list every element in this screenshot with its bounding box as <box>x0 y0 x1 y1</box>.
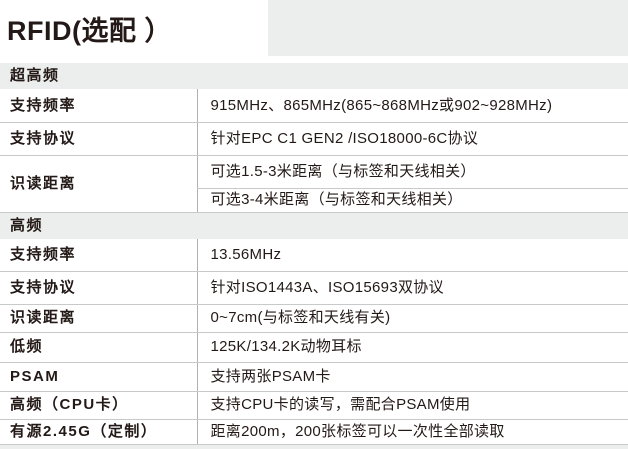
spec-label: 识读距离 <box>0 155 197 213</box>
table-row: 低频 125K/134.2K动物耳标 <box>0 332 628 363</box>
spec-value: 支持两张PSAM卡 <box>196 362 628 392</box>
spec-value: 针对ISO1443A、ISO15693双协议 <box>196 271 628 305</box>
spec-label: 高频（CPU卡） <box>0 391 197 420</box>
spec-value: 0~7cm(与标签和天线有关) <box>196 304 628 333</box>
header-divider <box>0 56 628 63</box>
spec-value: 13.56MHz <box>196 239 628 272</box>
spec-label: 支持协议 <box>0 271 197 305</box>
title-box: RFID(选配 ） <box>0 0 268 56</box>
rfid-spec-table: 超高频 支持频率 915MHz、865MHz(865~868MHz或902~92… <box>0 63 628 445</box>
table-row: 识读距离 可选1.5-3米距离（与标签和天线相关） <box>0 155 628 213</box>
spec-value: 915MHz、865MHz(865~868MHz或902~928MHz) <box>196 89 628 123</box>
section-header-uhf: 超高频 <box>0 63 628 89</box>
spec-value: 针对EPC C1 GEN2 /ISO18000-6C协议 <box>196 122 628 156</box>
bottom-strip <box>0 444 628 449</box>
spec-value: 距离200m，200张标签可以一次性全部读取 <box>196 419 628 445</box>
page-title: RFID(选配 ） <box>7 15 172 46</box>
section-header-row: 超高频 <box>0 63 628 89</box>
table-row: 识读距离 0~7cm(与标签和天线有关) <box>0 304 628 333</box>
spec-label: 识读距离 <box>0 304 197 333</box>
table-row: 支持协议 针对ISO1443A、ISO15693双协议 <box>0 271 628 305</box>
spec-value: 支持CPU卡的读写，需配合PSAM使用 <box>196 391 628 420</box>
page-header: RFID(选配 ） <box>0 0 628 56</box>
table-row: 支持频率 13.56MHz <box>0 239 628 272</box>
spec-value: 可选3-4米距离（与标签和天线相关） <box>196 188 628 213</box>
table-row: 支持频率 915MHz、865MHz(865~868MHz或902~928MHz… <box>0 89 628 123</box>
table-row: PSAM 支持两张PSAM卡 <box>0 362 628 392</box>
section-header-row: 高频 <box>0 212 628 239</box>
spec-value: 可选1.5-3米距离（与标签和天线相关） <box>196 155 628 189</box>
table-row: 有源2.45G（定制） 距离200m，200张标签可以一次性全部读取 <box>0 419 628 445</box>
spec-label: 有源2.45G（定制） <box>0 419 197 445</box>
table-row: 可选3-4米距离（与标签和天线相关） <box>0 188 628 213</box>
spec-value: 125K/134.2K动物耳标 <box>196 332 628 363</box>
spec-label: 支持频率 <box>0 89 197 123</box>
spec-label: 低频 <box>0 332 197 363</box>
table-row: 高频（CPU卡） 支持CPU卡的读写，需配合PSAM使用 <box>0 391 628 420</box>
spec-label: PSAM <box>0 362 197 392</box>
section-header-hf: 高频 <box>0 212 628 239</box>
spec-label: 支持频率 <box>0 239 197 272</box>
table-row: 支持协议 针对EPC C1 GEN2 /ISO18000-6C协议 <box>0 122 628 156</box>
spec-label: 支持协议 <box>0 122 197 156</box>
